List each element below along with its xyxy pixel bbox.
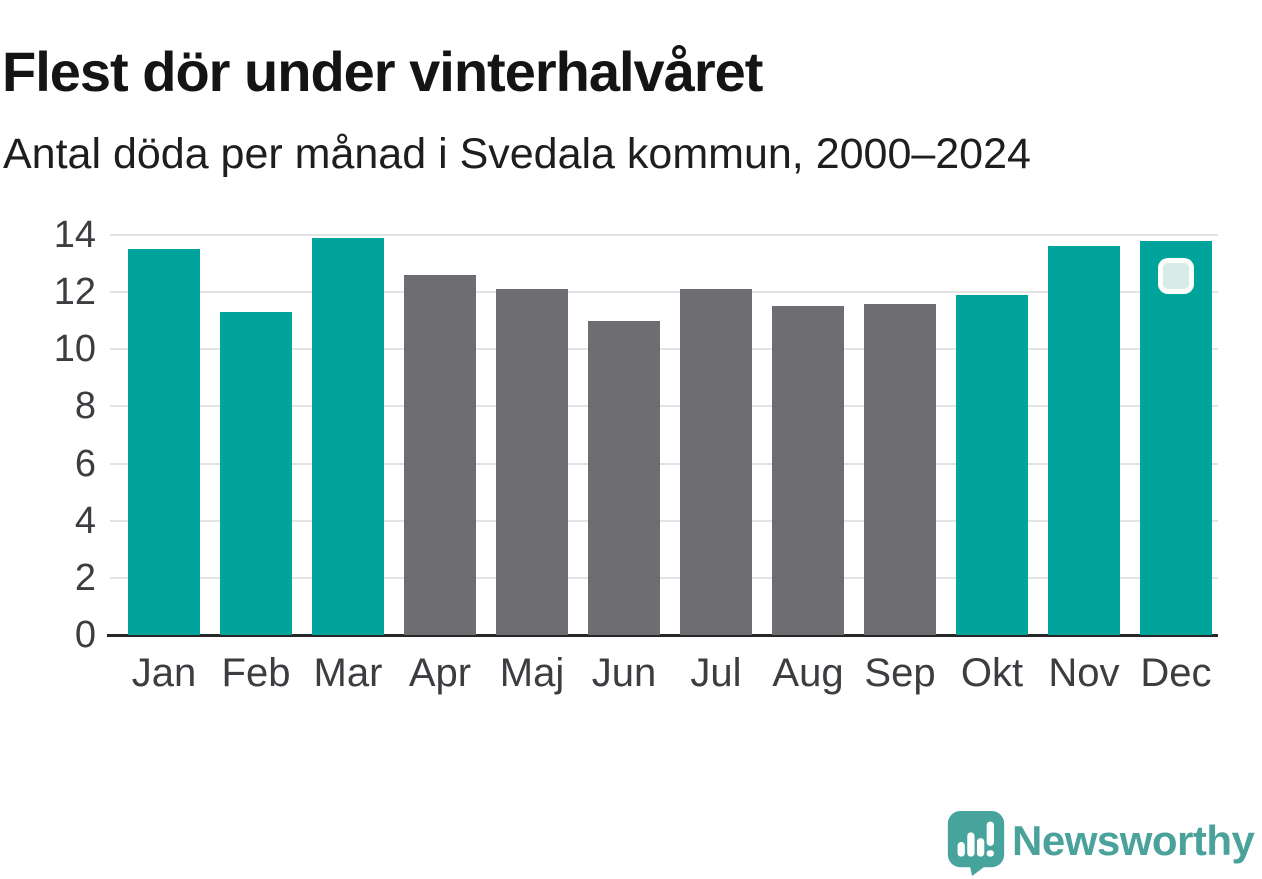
bar-jun[interactable] [588, 320, 660, 635]
bar-jan[interactable] [128, 249, 200, 635]
y-tick-label-8: 8 [74, 385, 96, 428]
gridline-12 [110, 291, 1218, 294]
x-tick-label-feb: Feb [221, 651, 291, 695]
gridline-2 [110, 576, 1218, 579]
gridline-8 [110, 405, 1218, 408]
newsworthy-logo-icon [947, 810, 1005, 876]
bar-chart: 0 2 4 6 8 10 12 14 Jan Feb Mar Apr Maj Jun Jul Aug Sep O… [0, 214, 1262, 705]
bar-okt[interactable] [956, 295, 1028, 635]
x-tick-label-jul: Jul [690, 651, 742, 695]
x-tick-label-dec: Dec [1140, 651, 1212, 695]
bar-dec[interactable] [1140, 240, 1212, 635]
y-tick-label-6: 6 [74, 442, 96, 485]
x-tick-label-mar: Mar [313, 651, 383, 695]
bar-maj[interactable] [496, 289, 568, 635]
y-tick-label-0: 0 [74, 614, 96, 656]
x-tick-label-apr: Apr [408, 651, 472, 695]
x-tick-label-okt: Okt [960, 651, 1024, 695]
plot-area [107, 234, 1218, 637]
chart-subtitle: Antal döda per månad i Svedala kommun, 2… [3, 130, 1031, 178]
newsworthy-wordmark[interactable]: Newsworthy [1012, 817, 1255, 864]
gridline-14 [110, 234, 1218, 236]
bar-jul[interactable] [680, 289, 752, 635]
gridline-6 [110, 462, 1218, 465]
x-tick-label-nov: Nov [1048, 651, 1120, 695]
bar-apr[interactable] [404, 275, 476, 635]
bar-mar[interactable] [312, 237, 384, 635]
gridline-4 [110, 519, 1218, 522]
bar-selection-marker[interactable] [1158, 257, 1194, 294]
x-tick-label-jan: Jan [131, 651, 197, 695]
y-tick-label-12: 12 [53, 271, 96, 314]
x-tick-label-aug: Aug [772, 651, 844, 695]
y-tick-label-10: 10 [53, 328, 96, 371]
bar-nov[interactable] [1048, 246, 1120, 635]
newsworthy-brand[interactable]: Newsworthy [946, 808, 1262, 876]
bar-feb[interactable] [220, 312, 292, 635]
y-tick-label-4: 4 [74, 499, 96, 542]
x-tick-label-jun: Jun [591, 651, 657, 695]
y-tick-label-14: 14 [53, 214, 96, 256]
gridline-10 [110, 348, 1218, 351]
bar-sep[interactable] [864, 303, 936, 635]
page-title: Flest dör under vinterhalvåret [2, 39, 763, 103]
x-tick-label-maj: Maj [499, 651, 565, 695]
bar-aug[interactable] [772, 306, 844, 635]
x-tick-label-sep: Sep [864, 651, 936, 695]
x-axis-line [107, 634, 1218, 637]
y-tick-label-2: 2 [74, 556, 96, 599]
